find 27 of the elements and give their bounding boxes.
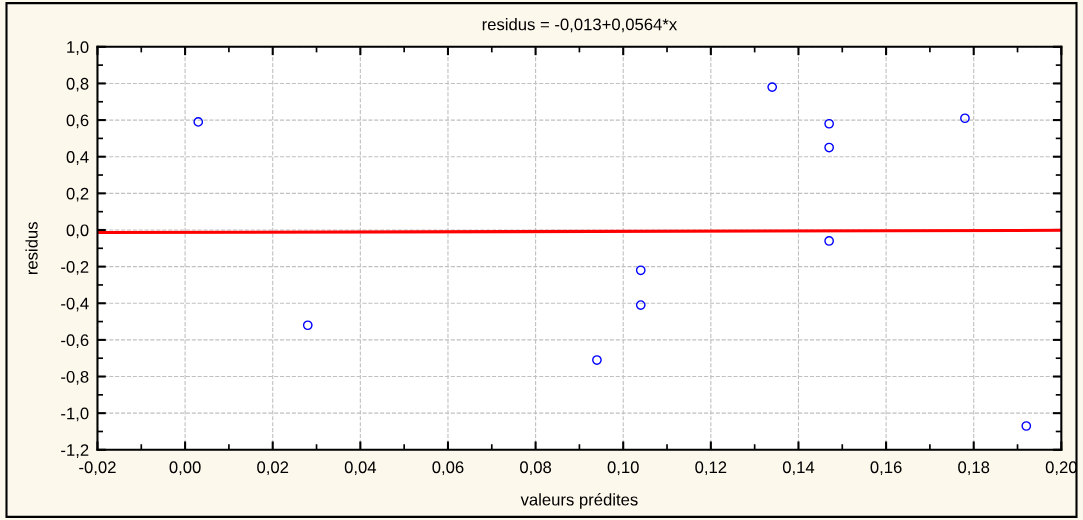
x-tick-label: 0,18 <box>958 461 990 476</box>
x-axis-title: valeurs prédites <box>520 493 638 509</box>
chart-title: residus = -0,013+0,0564*x <box>482 18 677 33</box>
y-tick-label: -1,0 <box>61 407 89 422</box>
y-tick-label: -1,2 <box>61 444 89 458</box>
y-tick-label: 0,2 <box>66 187 89 202</box>
y-tick-label: -0,8 <box>61 370 89 385</box>
x-tick-label: 0,20 <box>1045 461 1077 476</box>
x-tick-label: 0,16 <box>870 461 902 476</box>
y-tick-label: -0,2 <box>61 261 89 275</box>
x-tick-label: 0,00 <box>169 461 201 476</box>
x-tick-label: 0,10 <box>607 461 639 476</box>
y-axis-title: residus <box>25 222 38 275</box>
x-tick-label: 0,14 <box>782 461 815 476</box>
y-tick-label: 1,0 <box>67 41 89 55</box>
x-tick-label: 0,08 <box>520 461 552 476</box>
y-tick-label: -0,4 <box>61 297 89 312</box>
y-tick-label: 0,4 <box>66 151 89 165</box>
x-tick-label: 0,12 <box>695 461 727 476</box>
x-tick-label: -0,02 <box>79 461 116 476</box>
y-tick-label: 0,0 <box>66 224 89 239</box>
y-tick-label: 0,6 <box>66 114 89 129</box>
y-tick-label: -0,6 <box>61 334 89 349</box>
x-tick-label: 0,02 <box>257 461 289 476</box>
x-tick-label: 0,04 <box>344 461 377 476</box>
y-tick-label: 0,8 <box>66 77 89 92</box>
x-tick-label: 0,06 <box>432 461 464 476</box>
